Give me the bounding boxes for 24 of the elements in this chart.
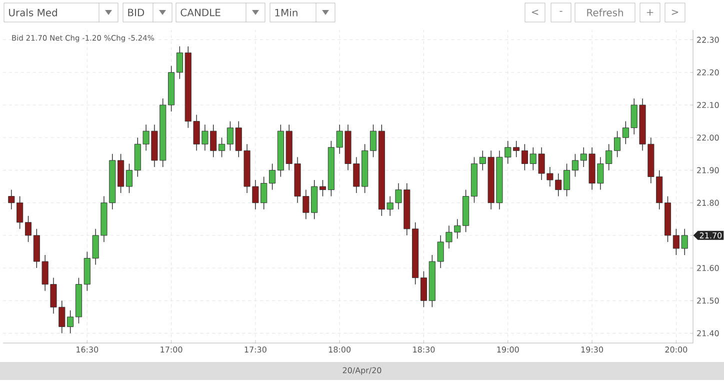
- chart-title: Urals Med: [9, 8, 57, 16]
- text: >: [672, 10, 678, 15]
- text: BID: [128, 8, 144, 16]
- candlestick: [268, 163, 276, 190]
- candlestick: [564, 163, 570, 197]
- text: +: [646, 9, 654, 16]
- text: <: [532, 10, 538, 15]
- candlestick: [319, 180, 326, 197]
- candlestick: [226, 121, 234, 151]
- candlestick: [218, 137, 226, 158]
- candlestick: [176, 46, 183, 80]
- candlestick: [521, 144, 528, 171]
- candlestick: [622, 121, 629, 144]
- candlestick: [24, 216, 32, 242]
- text: CANDLE: [180, 8, 220, 16]
- text: Refresh: [587, 8, 623, 16]
- candlestick: [572, 154, 578, 178]
- candlestick: [513, 140, 520, 158]
- candlestick: [420, 270, 428, 308]
- text: -: [560, 10, 562, 12]
- candlestick: [614, 130, 621, 158]
- candlestick: [126, 163, 133, 194]
- candlestick: [370, 124, 377, 158]
- text: 1Min: [275, 8, 298, 16]
